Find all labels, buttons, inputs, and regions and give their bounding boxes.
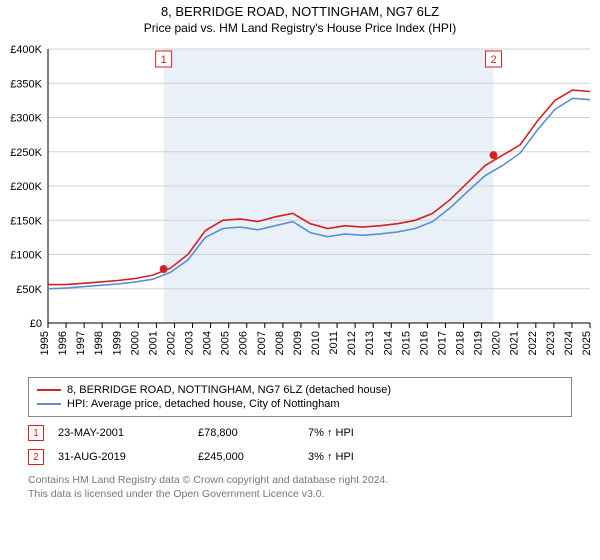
title-line1: 8, BERRIDGE ROAD, NOTTINGHAM, NG7 6LZ bbox=[0, 4, 600, 19]
transactions-table: 1 23-MAY-2001 £78,800 7% ↑ HPI 2 31-AUG-… bbox=[28, 421, 572, 469]
svg-text:2021: 2021 bbox=[509, 331, 521, 355]
svg-text:£250K: £250K bbox=[10, 147, 42, 159]
transaction-marker: 1 bbox=[28, 425, 44, 441]
svg-text:2022: 2022 bbox=[527, 331, 539, 355]
svg-text:£350K: £350K bbox=[10, 78, 42, 90]
svg-text:2003: 2003 bbox=[184, 331, 196, 355]
footer-line1: Contains HM Land Registry data © Crown c… bbox=[28, 473, 572, 487]
svg-text:1996: 1996 bbox=[57, 331, 69, 355]
svg-text:£0: £0 bbox=[30, 318, 42, 330]
svg-text:£300K: £300K bbox=[10, 113, 42, 125]
svg-text:2014: 2014 bbox=[382, 331, 394, 355]
transaction-delta: 7% ↑ HPI bbox=[308, 427, 398, 439]
svg-text:£50K: £50K bbox=[16, 284, 42, 296]
svg-text:2011: 2011 bbox=[328, 331, 340, 355]
svg-text:1997: 1997 bbox=[75, 331, 87, 355]
svg-text:1995: 1995 bbox=[39, 331, 51, 355]
legend-swatch bbox=[37, 403, 61, 405]
transaction-date: 23-MAY-2001 bbox=[58, 427, 198, 439]
svg-text:2020: 2020 bbox=[491, 331, 503, 355]
price-chart: £0 £50K £100K £150K £200K £250K £300K £350K £400… bbox=[0, 41, 600, 371]
transaction-delta: 3% ↑ HPI bbox=[308, 451, 398, 463]
svg-text:2: 2 bbox=[490, 54, 496, 66]
transaction-row: 1 23-MAY-2001 £78,800 7% ↑ HPI bbox=[28, 421, 572, 445]
svg-text:2001: 2001 bbox=[147, 331, 159, 355]
title-line2: Price paid vs. HM Land Registry's House … bbox=[0, 21, 600, 35]
svg-text:2017: 2017 bbox=[436, 331, 448, 355]
svg-text:2023: 2023 bbox=[545, 331, 557, 355]
legend-swatch bbox=[37, 389, 61, 391]
svg-text:1999: 1999 bbox=[111, 331, 123, 355]
footer-attribution: Contains HM Land Registry data © Crown c… bbox=[28, 473, 572, 501]
svg-text:£100K: £100K bbox=[10, 250, 42, 262]
svg-text:£400K: £400K bbox=[10, 44, 42, 56]
svg-text:2009: 2009 bbox=[292, 331, 304, 355]
svg-text:1998: 1998 bbox=[93, 331, 105, 355]
svg-text:£150K: £150K bbox=[10, 215, 42, 227]
svg-text:2005: 2005 bbox=[220, 331, 232, 355]
svg-text:1: 1 bbox=[161, 54, 167, 66]
transaction-marker: 2 bbox=[28, 449, 44, 465]
transaction-price: £245,000 bbox=[198, 451, 308, 463]
legend-text: HPI: Average price, detached house, City… bbox=[67, 398, 340, 410]
svg-text:2006: 2006 bbox=[238, 331, 250, 355]
svg-text:2012: 2012 bbox=[346, 331, 358, 355]
svg-text:£200K: £200K bbox=[10, 181, 42, 193]
svg-text:2007: 2007 bbox=[256, 331, 268, 355]
svg-text:2016: 2016 bbox=[418, 331, 430, 355]
transaction-price: £78,800 bbox=[198, 427, 308, 439]
transaction-date: 31-AUG-2019 bbox=[58, 451, 198, 463]
svg-text:2018: 2018 bbox=[455, 331, 467, 355]
svg-text:2002: 2002 bbox=[165, 331, 177, 355]
chart-titles: 8, BERRIDGE ROAD, NOTTINGHAM, NG7 6LZ Pr… bbox=[0, 0, 600, 37]
svg-text:2015: 2015 bbox=[400, 331, 412, 355]
legend: 8, BERRIDGE ROAD, NOTTINGHAM, NG7 6LZ (d… bbox=[28, 377, 572, 417]
legend-text: 8, BERRIDGE ROAD, NOTTINGHAM, NG7 6LZ (d… bbox=[67, 384, 391, 396]
svg-text:2000: 2000 bbox=[129, 331, 141, 355]
legend-item: HPI: Average price, detached house, City… bbox=[37, 398, 563, 410]
svg-text:2010: 2010 bbox=[310, 331, 322, 355]
legend-item: 8, BERRIDGE ROAD, NOTTINGHAM, NG7 6LZ (d… bbox=[37, 384, 563, 396]
svg-text:2019: 2019 bbox=[473, 331, 485, 355]
footer-line2: This data is licensed under the Open Gov… bbox=[28, 487, 572, 501]
svg-text:2013: 2013 bbox=[364, 331, 376, 355]
svg-text:2004: 2004 bbox=[202, 331, 214, 355]
transaction-row: 2 31-AUG-2019 £245,000 3% ↑ HPI bbox=[28, 445, 572, 469]
svg-text:2025: 2025 bbox=[581, 331, 593, 355]
svg-text:2008: 2008 bbox=[274, 331, 286, 355]
svg-text:2024: 2024 bbox=[563, 331, 575, 355]
